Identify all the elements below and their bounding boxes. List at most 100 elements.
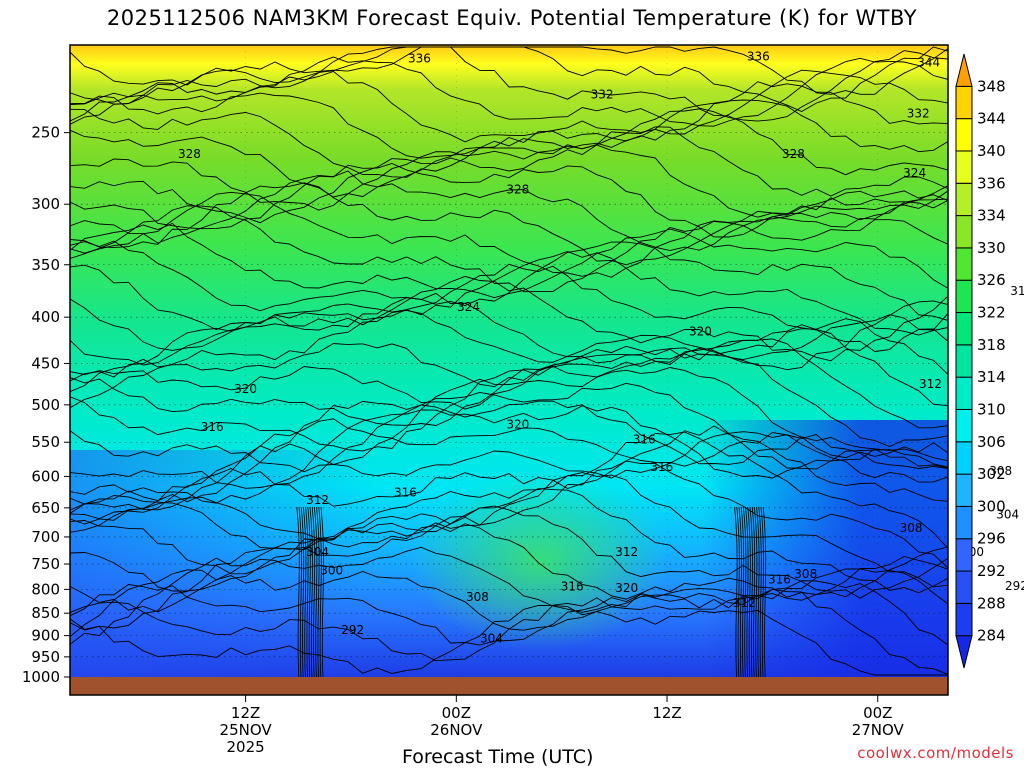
contour-label-18: 308 xyxy=(989,464,1012,478)
x-tick-label-2-0: 12Z xyxy=(652,704,681,722)
y-tick-label-750: 750 xyxy=(31,555,60,573)
colorbar-segment-13 xyxy=(955,215,973,249)
colorbar-segment-4 xyxy=(955,505,973,540)
colorbar-label-336: 336 xyxy=(977,174,1006,192)
contour-bundle-0-10 xyxy=(318,506,322,677)
contour-line-30 xyxy=(70,418,948,511)
colorbar-label-306: 306 xyxy=(977,433,1006,451)
contour-label-29: 292 xyxy=(1005,579,1024,593)
contour-line-20 xyxy=(70,292,948,382)
contour-line-18 xyxy=(70,263,948,352)
colorbar-segment-17 xyxy=(955,85,973,120)
contour-line-35 xyxy=(70,472,948,588)
contour-line-14 xyxy=(70,205,948,293)
contour-line-4 xyxy=(70,69,948,143)
colorbar-label-296: 296 xyxy=(977,530,1006,548)
colorbar-segment-6 xyxy=(955,441,973,475)
x-axis-title: Forecast Time (UTC) xyxy=(402,746,594,768)
contour-line-25 xyxy=(70,347,948,452)
y-tick-label-350: 350 xyxy=(31,256,60,274)
contour-label-12: 320 xyxy=(234,382,257,396)
contour-bundle-1-2 xyxy=(738,506,742,677)
contour-label-26: 300 xyxy=(320,563,343,577)
colorbar-label-322: 322 xyxy=(977,304,1006,322)
contour-bundle-1-8 xyxy=(751,506,756,677)
colorbar-segment-9 xyxy=(955,344,973,378)
y-tick-label-600: 600 xyxy=(31,467,60,485)
contour-label-24: 312 xyxy=(615,545,638,559)
y-tick-label-300: 300 xyxy=(31,195,60,213)
y-tick-label-800: 800 xyxy=(31,580,60,598)
contour-label-11: 316 xyxy=(1010,284,1024,298)
contour-line-8 xyxy=(70,126,948,211)
contour-label-19: 316 xyxy=(394,485,417,499)
colorbar-segment-10 xyxy=(955,312,973,346)
contour-bundle-0-7 xyxy=(311,506,316,677)
contour-line-2 xyxy=(70,46,948,125)
contour-label-23: 304 xyxy=(306,545,329,559)
colorbar-label-334: 334 xyxy=(977,207,1006,225)
y-tick-label-1000: 1000 xyxy=(22,668,60,686)
chart-title: 2025112506 NAM3KM Forecast Equiv. Potent… xyxy=(106,6,918,30)
contour-bundle-1-3 xyxy=(740,506,745,677)
x-axis: 12Z25NOV202500Z26NOV12Z00Z27NOV12Z xyxy=(220,695,905,756)
contour-bundle-1-4 xyxy=(743,506,747,677)
contour-bundle-1-10 xyxy=(756,506,760,677)
contour-label-33: 308 xyxy=(466,590,489,604)
contour-line-33 xyxy=(70,431,948,549)
contour-line-24 xyxy=(70,338,948,429)
contour-label-6: 328 xyxy=(782,147,805,161)
colorbar-segment-14 xyxy=(955,182,973,217)
contour-bundle-0-8 xyxy=(314,506,318,677)
contour-line-17 xyxy=(70,251,948,336)
contour-line-6 xyxy=(70,99,948,178)
colorbar-segment-2 xyxy=(955,570,973,604)
colorbar-segment-18 xyxy=(955,53,973,87)
contour-line-1 xyxy=(70,46,948,113)
colorbar-label-318: 318 xyxy=(977,336,1006,354)
credit-link[interactable]: coolwx.com/models xyxy=(857,744,1014,762)
contour-label-34: 292 xyxy=(341,623,364,637)
colorbar-segment-16 xyxy=(955,118,973,152)
x-tick-label-1-0: 00Z xyxy=(442,704,471,722)
colorbar-segment-5 xyxy=(955,473,973,507)
y-tick-label-250: 250 xyxy=(31,124,60,142)
contour-label-17: 316 xyxy=(650,460,673,474)
gridlines xyxy=(70,45,948,677)
contour-bundle-0-0 xyxy=(296,506,300,677)
colorbar-segment-11 xyxy=(955,279,973,314)
warm-core-shade xyxy=(410,470,670,650)
colorbar-segment-15 xyxy=(955,150,973,184)
y-tick-label-850: 850 xyxy=(31,604,60,622)
contour-line-16 xyxy=(70,240,948,321)
contour-line-13 xyxy=(70,191,948,278)
colorbar-label-314: 314 xyxy=(977,368,1006,386)
contour-label-9: 324 xyxy=(457,300,480,314)
x-tick-label-0-1: 25NOV xyxy=(220,721,273,739)
y-tick-label-950: 950 xyxy=(31,648,60,666)
contour-label-14: 316 xyxy=(201,420,224,434)
contour-label-7: 324 xyxy=(903,166,926,180)
contour-line-34 xyxy=(70,460,948,569)
colorbar-segment-8 xyxy=(955,376,973,410)
colorbar-label-344: 344 xyxy=(977,110,1006,128)
contour-line-31 xyxy=(70,431,948,520)
plot-frame xyxy=(69,44,949,696)
colorbar-label-288: 288 xyxy=(977,594,1006,612)
colorbar-segment-12 xyxy=(955,247,973,281)
contour-bundle-0-2 xyxy=(300,506,305,677)
contour-label-27: 316 xyxy=(768,572,791,586)
contour-line-15 xyxy=(70,222,948,299)
contour-label-5: 328 xyxy=(178,147,201,161)
contour-lines xyxy=(70,46,948,677)
contour-label-22: 308 xyxy=(900,521,923,535)
contour-label-13: 312 xyxy=(919,377,942,391)
plot-area xyxy=(70,45,948,677)
contour-label-10: 320 xyxy=(689,325,712,339)
contour-line-32 xyxy=(70,425,948,525)
contour-label-28: 308 xyxy=(794,567,817,581)
contour-line-11 xyxy=(70,170,948,252)
contour-bundle-1-12 xyxy=(760,506,764,677)
colorbar-segment-1 xyxy=(955,602,973,637)
